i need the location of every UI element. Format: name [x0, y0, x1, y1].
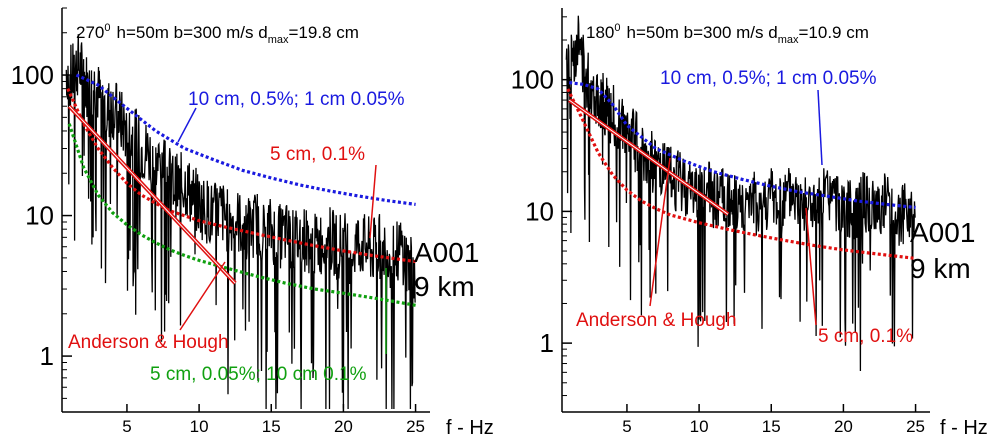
left-xtick-label-2: 15 — [262, 417, 281, 436]
left-xtick-label-1: 10 — [190, 417, 209, 436]
left-x-ticks: 5 10 15 20 25 — [122, 404, 425, 436]
left-annot-blue-leader — [177, 107, 197, 143]
left-xtick-label-4: 25 — [406, 417, 425, 436]
right-annot-ah: Anderson & Hough — [576, 310, 737, 331]
right-series-1 — [566, 88, 916, 260]
left-title: 2700 h=50m b=300 m/s dmax=19.8 cm — [76, 22, 359, 46]
right-ytick-label-1: 10 — [525, 196, 554, 226]
left-annot-red-leader — [369, 164, 377, 239]
left-xtick-label-3: 20 — [334, 417, 353, 436]
left-xlabel: f - Hz — [446, 417, 494, 439]
right-xtick-label-1: 10 — [690, 417, 709, 436]
left-series — [66, 73, 416, 307]
left-series-3-highlight — [68, 105, 236, 284]
left-series-0 — [75, 73, 416, 206]
left-annot-ah: Anderson & Hough — [68, 332, 229, 353]
right-xtick-label-0: 5 — [622, 417, 631, 436]
right-plot-frame — [561, 8, 930, 413]
right-annot-blue: 10 cm, 0.5%; 1 cm 0.05% — [660, 68, 877, 89]
right-xtick-label-2: 15 — [762, 417, 781, 436]
chart-right: 1 10 100 5 10 15 20 25 1800 h=50m b=300 m/s dma… — [511, 8, 988, 439]
right-annot-red: 5 cm, 0.1% — [818, 326, 913, 347]
left-station-label: A001 — [414, 237, 479, 268]
right-distance-label: 9 km — [910, 253, 971, 284]
right-series-2-highlight — [568, 99, 729, 215]
left-annot-red: 5 cm, 0.1% — [270, 144, 365, 165]
right-spectrum-trace — [565, 15, 916, 372]
left-distance-label: 9 km — [414, 271, 475, 302]
left-annot-ah-leader — [179, 261, 226, 331]
left-annot-green: 5 cm, 0.05%; 10 cm 0.1% — [150, 364, 367, 385]
right-annot-red-leader — [805, 207, 817, 326]
right-title: 1800 h=50m b=300 m/s dmax=10.9 cm — [586, 22, 869, 46]
right-y-ticks: 1 10 100 — [511, 16, 572, 413]
right-xtick-label-3: 20 — [834, 417, 853, 436]
left-ytick-label-1: 10 — [25, 201, 54, 231]
chart-left: 1 10 100 5 10 15 20 25 2700 h=50m b=300 m/s dma… — [11, 7, 494, 439]
right-ytick-label-2: 100 — [511, 65, 554, 95]
right-x-ticks: 5 10 15 20 25 — [622, 404, 925, 436]
right-xlabel: f - Hz — [940, 417, 988, 439]
right-ytick-label-0: 1 — [540, 328, 554, 358]
right-annot-ah-leader — [649, 157, 671, 307]
left-y-ticks: 1 10 100 — [11, 7, 72, 413]
left-xtick-label-0: 5 — [122, 417, 131, 436]
right-xtick-label-4: 25 — [906, 417, 925, 436]
right-spectrum — [565, 15, 916, 372]
left-series-1 — [66, 88, 416, 264]
left-series-2 — [67, 123, 416, 307]
left-ytick-label-2: 100 — [11, 60, 54, 90]
right-series — [566, 81, 916, 260]
right-station-label: A001 — [910, 217, 975, 248]
right-annot-blue-leader — [817, 89, 823, 166]
left-annot-blue: 10 cm, 0.5%; 1 cm 0.05% — [188, 89, 405, 110]
left-ytick-label-0: 1 — [40, 341, 54, 371]
